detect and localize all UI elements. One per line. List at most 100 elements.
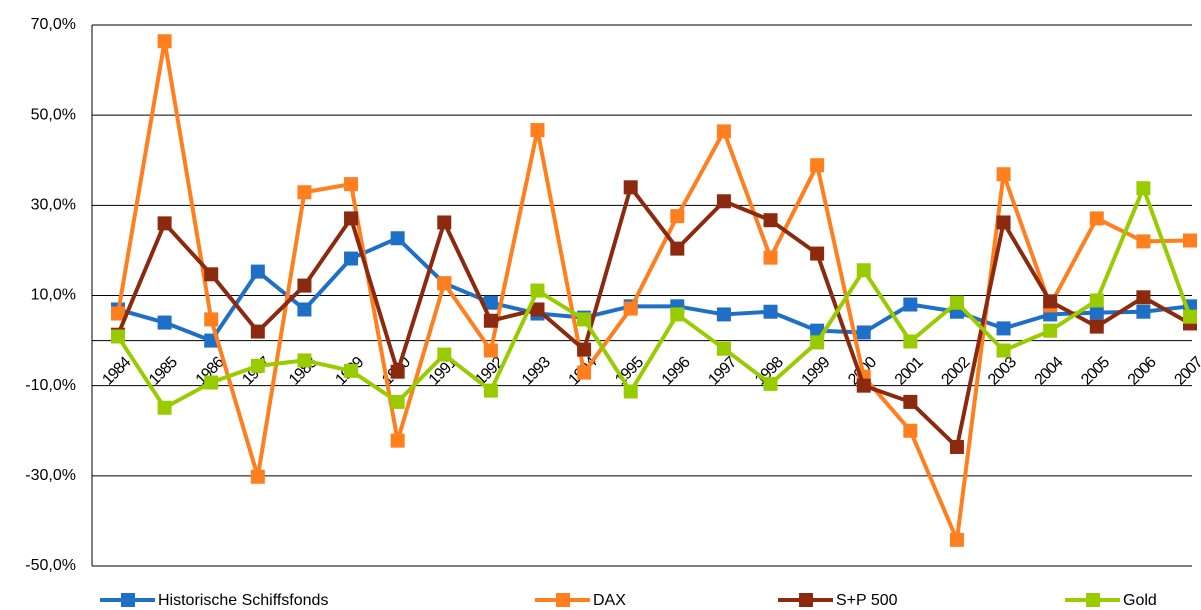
x-tick-label: 2003 xyxy=(985,354,1020,389)
data-point xyxy=(903,297,918,312)
data-point xyxy=(856,378,871,393)
y-tick-label: -30,0% xyxy=(25,467,76,484)
data-point xyxy=(297,353,312,368)
data-point xyxy=(157,315,172,330)
data-point xyxy=(437,276,452,291)
y-tick-label: 70,0% xyxy=(31,16,76,33)
data-point xyxy=(157,400,172,415)
x-tick-label: 1996 xyxy=(659,354,694,389)
data-point xyxy=(623,301,638,316)
data-point xyxy=(390,231,405,246)
data-point xyxy=(1043,323,1058,338)
x-tick-label: 2006 xyxy=(1125,354,1160,389)
data-point xyxy=(483,313,498,328)
legend-label: Gold xyxy=(1123,592,1157,609)
data-point xyxy=(1136,290,1151,305)
data-point xyxy=(483,383,498,398)
data-point xyxy=(437,347,452,362)
data-point xyxy=(1136,181,1151,196)
data-point xyxy=(810,335,825,350)
data-point xyxy=(577,312,592,327)
legend-marker xyxy=(799,593,813,607)
data-point xyxy=(344,251,359,266)
data-point xyxy=(1089,319,1104,334)
data-point xyxy=(250,358,265,373)
data-point xyxy=(763,304,778,319)
data-point xyxy=(1183,233,1197,248)
data-point xyxy=(856,325,871,340)
data-point xyxy=(1043,294,1058,309)
data-point xyxy=(297,302,312,317)
data-point xyxy=(111,306,125,321)
series-line xyxy=(116,185,1191,449)
data-point xyxy=(483,343,498,358)
data-point xyxy=(390,394,405,409)
data-point xyxy=(577,365,592,380)
y-tick-label: -50,0% xyxy=(25,557,76,574)
data-point xyxy=(716,194,731,209)
data-point xyxy=(1089,305,1104,320)
legend-label: S+P 500 xyxy=(836,592,898,609)
legend-marker xyxy=(121,593,135,607)
data-point xyxy=(949,532,964,547)
data-point xyxy=(204,375,219,390)
data-point xyxy=(250,324,265,339)
data-point xyxy=(1183,309,1197,324)
data-point xyxy=(670,209,685,224)
data-point xyxy=(111,329,125,344)
x-tick-label: 2004 xyxy=(1032,354,1067,389)
data-point xyxy=(1089,293,1104,308)
data-point xyxy=(763,250,778,265)
data-point xyxy=(390,433,405,448)
data-point xyxy=(344,177,359,192)
data-point xyxy=(903,423,918,438)
x-tick-label: 1993 xyxy=(519,354,554,389)
data-point xyxy=(483,295,498,310)
legend-marker xyxy=(556,593,570,607)
y-tick-label: 50,0% xyxy=(31,106,76,123)
x-tick-label: 2005 xyxy=(1078,354,1113,389)
data-point xyxy=(250,469,265,484)
series-line xyxy=(116,186,1192,410)
data-point xyxy=(763,376,778,391)
data-point xyxy=(763,213,778,228)
data-point xyxy=(157,34,172,49)
data-point xyxy=(903,394,918,409)
data-point xyxy=(1089,211,1104,226)
data-point xyxy=(949,439,964,454)
series-line xyxy=(116,39,1191,542)
data-point xyxy=(623,384,638,399)
y-tick-label: 30,0% xyxy=(31,197,76,214)
data-point xyxy=(810,158,825,173)
data-point xyxy=(437,215,452,230)
data-point xyxy=(716,341,731,356)
legend-label: DAX xyxy=(593,592,626,609)
series-line xyxy=(117,236,1191,343)
data-point xyxy=(297,278,312,293)
x-tick-label: 1985 xyxy=(146,354,181,389)
data-point xyxy=(996,321,1011,336)
data-point xyxy=(577,342,592,357)
data-point xyxy=(670,307,685,322)
data-point xyxy=(670,241,685,256)
x-tick-label: 1999 xyxy=(799,354,834,389)
data-point xyxy=(996,343,1011,358)
data-point xyxy=(996,215,1011,230)
legend-label: Historische Schiffsfonds xyxy=(158,592,328,609)
x-tick-label: 2007 xyxy=(1171,354,1201,389)
x-tick-label: 2001 xyxy=(892,354,927,389)
data-point xyxy=(903,334,918,349)
data-point xyxy=(623,180,638,195)
data-point xyxy=(810,246,825,261)
data-point xyxy=(530,123,545,138)
data-point xyxy=(1136,304,1151,319)
data-point xyxy=(856,263,871,278)
data-point xyxy=(949,295,964,310)
data-point xyxy=(204,312,219,327)
x-tick-label: 1984 xyxy=(99,354,134,389)
data-point xyxy=(390,364,405,379)
data-point xyxy=(250,264,265,279)
data-point xyxy=(530,283,545,298)
y-tick-label: 10,0% xyxy=(31,287,76,304)
